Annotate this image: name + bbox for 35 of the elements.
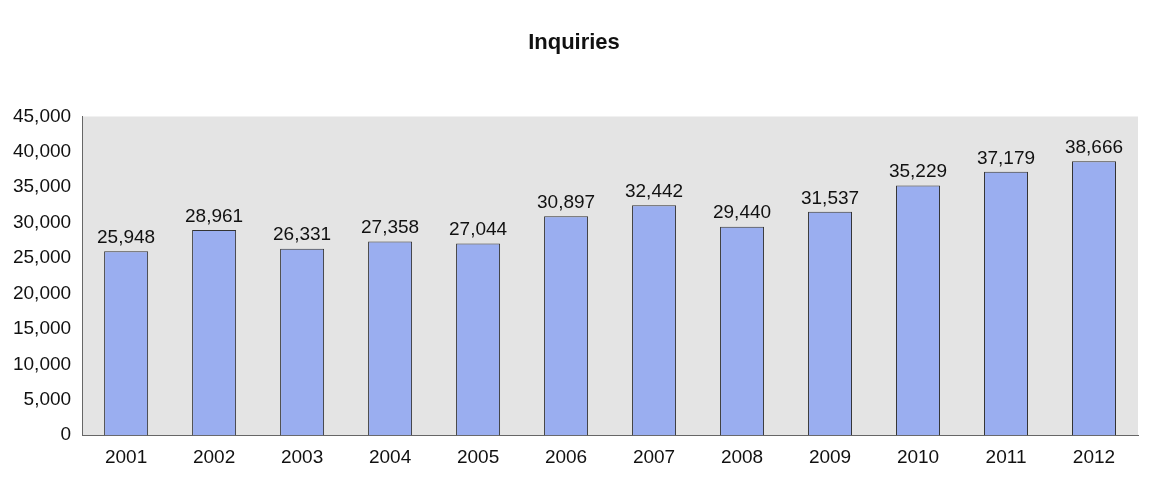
data-label: 27,358	[361, 216, 420, 238]
x-tick-label: 2011	[985, 445, 1027, 467]
y-tick-label: 45,000	[12, 104, 72, 126]
data-label: 25,948	[97, 226, 156, 248]
x-tick-label: 2012	[1072, 445, 1116, 467]
data-label: 30,897	[537, 191, 596, 213]
x-tick-label: 2002	[192, 445, 236, 467]
y-tick-label: 35,000	[12, 175, 72, 197]
x-tick-label: 2001	[104, 445, 148, 467]
x-tick-label: 2010	[896, 445, 940, 467]
y-tick-label: 15,000	[12, 317, 72, 339]
data-label: 35,229	[888, 160, 948, 182]
y-tick-label: 10,000	[12, 352, 72, 374]
x-tick-label: 2007	[632, 445, 676, 467]
data-label: 32,442	[624, 180, 684, 202]
data-label: 29,440	[712, 201, 772, 223]
y-tick-label: 0	[60, 423, 72, 445]
data-label: 31,537	[800, 186, 860, 208]
x-tick-label: 2005	[456, 445, 500, 467]
y-tick-label: 30,000	[12, 210, 72, 232]
data-label: 37,179	[976, 146, 1036, 168]
data-label: 38,666	[1064, 136, 1124, 158]
data-label: 26,331	[273, 223, 332, 245]
y-tick-label: 5,000	[23, 388, 72, 410]
y-tick-label: 40,000	[12, 140, 72, 162]
x-tick-label: 2003	[280, 445, 324, 467]
x-tick-label: 2006	[544, 445, 588, 467]
data-label: 28,961	[185, 204, 244, 226]
y-tick-label: 20,000	[12, 281, 72, 303]
x-tick-label: 2004	[368, 445, 412, 467]
data-label: 27,044	[449, 218, 508, 240]
x-tick-label: 2008	[720, 445, 764, 467]
y-tick-label: 25,000	[12, 246, 72, 268]
chart-title: Inquiries	[528, 29, 620, 55]
x-tick-label: 2009	[808, 445, 852, 467]
